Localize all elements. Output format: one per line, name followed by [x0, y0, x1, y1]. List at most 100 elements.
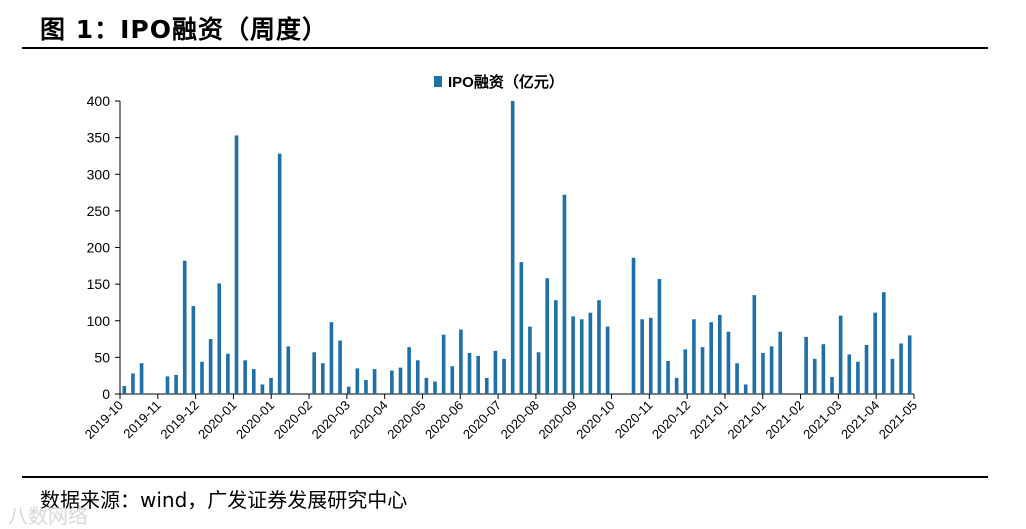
bar	[398, 367, 403, 394]
bar	[200, 361, 204, 394]
bar	[321, 363, 325, 394]
x-tick-label: 2020-01	[195, 398, 239, 442]
bar	[372, 369, 377, 394]
bar	[830, 377, 834, 394]
x-tick-label: 2020-07	[460, 398, 504, 442]
bar	[510, 101, 515, 394]
bar	[251, 369, 256, 394]
bar	[804, 336, 808, 394]
y-tick-label: 50	[94, 349, 110, 365]
x-tick-label: 2020-02	[271, 398, 315, 442]
bar	[415, 360, 420, 394]
bar	[562, 194, 567, 394]
x-tick-label: 2021-03	[800, 398, 844, 442]
bar	[260, 384, 265, 394]
bar	[191, 306, 196, 394]
bar	[182, 260, 187, 394]
bar	[545, 278, 550, 394]
title-divider	[22, 47, 988, 49]
bar	[605, 326, 610, 394]
bar	[726, 331, 731, 394]
bar	[536, 352, 541, 394]
bar	[718, 314, 722, 394]
bar	[881, 292, 886, 394]
bar	[467, 352, 472, 394]
bar	[778, 331, 783, 394]
bar	[493, 350, 498, 394]
bar	[329, 322, 334, 394]
x-tick-label: 2021-01	[687, 398, 731, 442]
bar	[286, 346, 291, 394]
y-tick-label: 250	[87, 203, 111, 219]
bar	[433, 381, 437, 394]
bar	[502, 358, 506, 394]
bar	[277, 153, 282, 394]
y-tick-label: 350	[87, 130, 111, 146]
x-tick-label: 2019-11	[120, 398, 164, 442]
bar	[692, 319, 696, 394]
y-tick-label: 200	[87, 240, 111, 256]
bar	[899, 343, 903, 394]
bar	[821, 344, 826, 394]
bar	[459, 329, 463, 394]
bar	[476, 355, 480, 394]
bar	[139, 363, 144, 394]
bar	[752, 295, 757, 394]
bar	[364, 380, 368, 394]
x-tick-label: 2020-04	[346, 398, 390, 442]
bar	[812, 358, 817, 394]
y-tick-label: 400	[87, 93, 111, 109]
bar	[847, 354, 852, 394]
x-tick-label: 2021-05	[876, 398, 920, 442]
bar	[761, 352, 765, 394]
x-tick-label: 2020-12	[649, 398, 693, 442]
bar	[269, 377, 273, 394]
bar	[312, 352, 316, 394]
bar	[208, 339, 213, 394]
bar	[441, 334, 446, 394]
x-tick-label: 2020-01	[233, 398, 277, 442]
y-tick-label: 0	[102, 386, 110, 402]
bar	[355, 368, 360, 394]
bar	[579, 319, 584, 394]
bar	[907, 335, 912, 394]
bar	[131, 373, 135, 394]
bar	[122, 385, 127, 394]
bar	[864, 344, 869, 394]
x-tick-label: 2019-12	[157, 398, 201, 442]
bar	[243, 360, 247, 394]
bar	[346, 386, 351, 394]
y-tick-label: 150	[87, 276, 111, 292]
source-divider	[22, 476, 988, 478]
bar	[666, 361, 670, 394]
watermark: 八数网络	[8, 504, 88, 528]
bar	[657, 279, 662, 394]
bar	[554, 300, 558, 394]
bar	[890, 358, 895, 394]
bar	[597, 300, 601, 394]
bar	[484, 377, 489, 394]
bar	[450, 366, 455, 394]
bar	[174, 374, 178, 394]
bar	[700, 347, 705, 394]
bar	[873, 312, 877, 394]
bar	[648, 317, 653, 394]
x-tick-label: 2020-11	[612, 398, 656, 442]
bar	[338, 340, 342, 394]
bar	[674, 377, 679, 394]
bar	[588, 312, 593, 394]
bar	[390, 370, 394, 394]
bar	[709, 322, 713, 394]
x-tick-label: 2020-10	[573, 398, 617, 442]
bar	[226, 353, 230, 394]
figure-title: 图 1：IPO融资（周度）	[40, 15, 328, 44]
x-tick-label: 2021-02	[762, 398, 806, 442]
bar	[838, 315, 843, 394]
x-tick-label: 2021-01	[725, 398, 769, 442]
bar	[217, 283, 222, 394]
x-tick-label: 2021-04	[838, 398, 882, 442]
x-tick-label: 2019-10	[82, 398, 126, 442]
bar	[769, 346, 774, 394]
x-tick-label: 2020-09	[535, 398, 579, 442]
legend-label: IPO融资（亿元）	[448, 73, 564, 91]
